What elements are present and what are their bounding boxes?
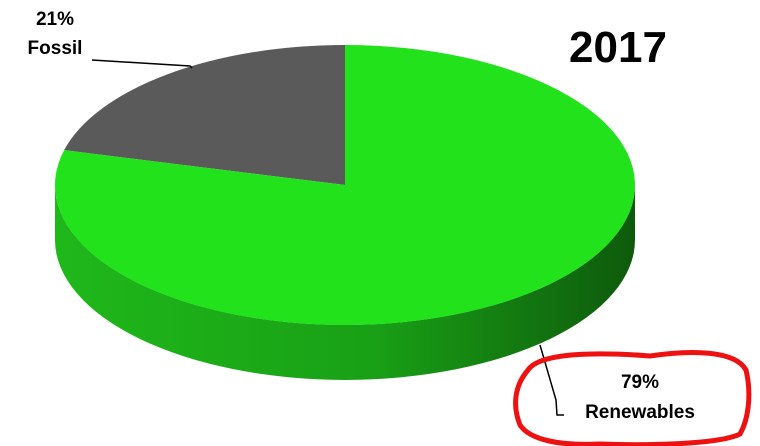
fossil-pct-label: 21% bbox=[36, 9, 74, 30]
fossil-slice bbox=[64, 45, 345, 185]
chart-title: 2017 bbox=[569, 23, 667, 72]
pie-top bbox=[55, 45, 636, 325]
renewables-leader-line bbox=[539, 344, 564, 416]
fossil-category-label: Fossil bbox=[28, 38, 83, 59]
renewables-slice-side bbox=[55, 185, 635, 380]
highlight-circle bbox=[513, 350, 752, 446]
renewables-slice bbox=[55, 45, 636, 325]
fossil-leader-line bbox=[91, 59, 193, 69]
renewables-pct-label: 79% bbox=[621, 372, 659, 393]
renewables-category-label: Renewables bbox=[585, 402, 695, 423]
pie-side bbox=[55, 185, 635, 380]
